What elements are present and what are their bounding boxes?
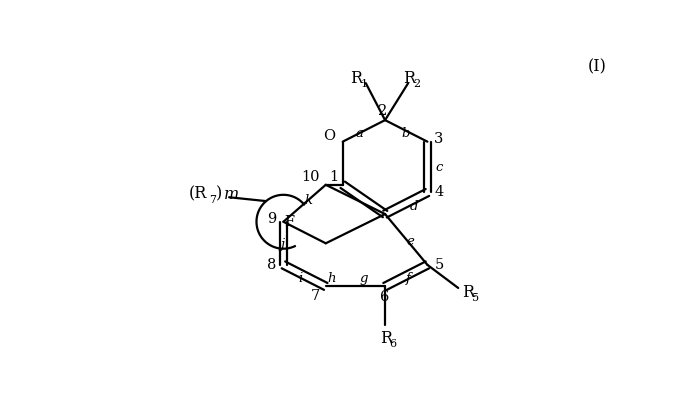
Text: 5: 5 — [434, 258, 443, 272]
Text: R: R — [403, 70, 415, 87]
Text: 1: 1 — [329, 170, 338, 184]
Text: j: j — [281, 238, 285, 251]
Text: (R: (R — [189, 186, 207, 203]
Text: c: c — [435, 161, 443, 173]
Text: 8: 8 — [267, 258, 277, 272]
Text: 3: 3 — [434, 132, 443, 146]
Text: 1: 1 — [361, 79, 368, 89]
Text: 7: 7 — [311, 289, 320, 304]
Text: a: a — [356, 128, 363, 141]
Text: g: g — [360, 272, 368, 285]
Text: h: h — [327, 272, 336, 285]
Text: 9: 9 — [268, 212, 277, 226]
Text: b: b — [402, 128, 410, 141]
Text: R: R — [379, 330, 392, 347]
Text: 10: 10 — [301, 170, 320, 184]
Text: m: m — [224, 186, 239, 203]
Text: 7: 7 — [209, 195, 217, 205]
Text: d: d — [409, 200, 418, 213]
Text: O: O — [322, 129, 335, 143]
Text: k: k — [304, 193, 312, 207]
Text: (I): (I) — [587, 58, 606, 75]
Text: 4: 4 — [434, 186, 443, 199]
Text: 2: 2 — [413, 79, 420, 89]
Text: e: e — [407, 235, 414, 248]
Text: R: R — [462, 284, 474, 301]
Text: 5: 5 — [472, 293, 479, 303]
Text: i: i — [298, 272, 302, 285]
Text: f: f — [406, 272, 411, 285]
Text: 6: 6 — [380, 290, 390, 304]
Text: ): ) — [215, 186, 222, 203]
Text: 2: 2 — [378, 104, 387, 118]
Text: 6: 6 — [390, 339, 397, 349]
Text: R: R — [350, 70, 363, 87]
Text: F: F — [284, 215, 294, 229]
